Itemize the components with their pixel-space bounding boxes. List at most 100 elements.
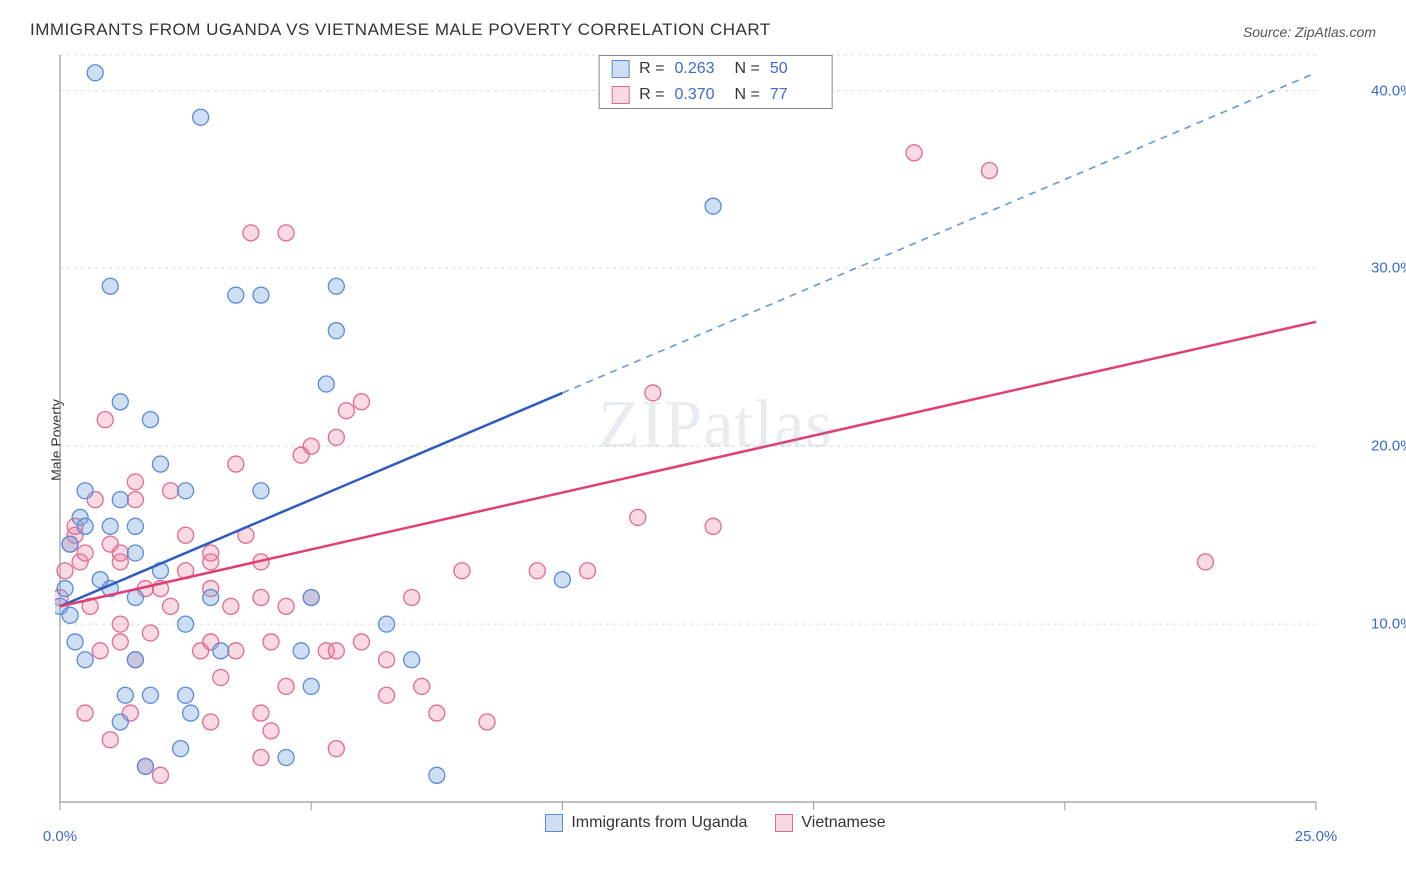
data-point (62, 607, 78, 623)
data-point (414, 678, 430, 694)
legend-series: Immigrants from Uganda Vietnamese (55, 814, 1376, 832)
data-point (580, 563, 596, 579)
data-point (981, 163, 997, 179)
data-point (318, 376, 334, 392)
data-point (429, 705, 445, 721)
data-point (173, 741, 189, 757)
data-point (102, 732, 118, 748)
data-point (253, 750, 269, 766)
x-tick-label: 0.0% (43, 828, 77, 845)
x-tick-label: 25.0% (1295, 828, 1338, 845)
data-point (203, 589, 219, 605)
data-point (353, 394, 369, 410)
legend-R-label: R = (639, 86, 664, 104)
data-point (554, 572, 570, 588)
legend-swatch-icon (611, 86, 629, 104)
data-point (112, 545, 128, 561)
data-point (112, 492, 128, 508)
data-point (203, 545, 219, 561)
data-point (142, 412, 158, 428)
legend-N-value: 77 (770, 86, 820, 104)
chart-svg (55, 50, 1376, 830)
legend-stats: R =0.263N =50R =0.370N =77 (598, 55, 833, 109)
data-point (253, 589, 269, 605)
data-point (62, 536, 78, 552)
data-point (705, 518, 721, 534)
data-point (127, 589, 143, 605)
y-tick-label: 30.0% (1371, 260, 1406, 277)
legend-series-label: Immigrants from Uganda (571, 814, 747, 832)
source-name: ZipAtlas.com (1295, 24, 1376, 40)
data-point (193, 109, 209, 125)
data-point (102, 278, 118, 294)
data-point (278, 598, 294, 614)
data-point (379, 687, 395, 703)
data-point (328, 741, 344, 757)
y-tick-label: 20.0% (1371, 438, 1406, 455)
data-point (328, 643, 344, 659)
data-point (303, 678, 319, 694)
source-attribution: Source: ZipAtlas.com (1243, 24, 1376, 40)
data-point (379, 616, 395, 632)
data-point (163, 598, 179, 614)
data-point (404, 589, 420, 605)
data-point (92, 643, 108, 659)
data-point (328, 323, 344, 339)
data-point (163, 483, 179, 499)
data-point (278, 225, 294, 241)
legend-R-value: 0.370 (675, 86, 725, 104)
data-point (112, 394, 128, 410)
data-point (127, 518, 143, 534)
data-point (77, 483, 93, 499)
data-point (152, 456, 168, 472)
data-point (102, 518, 118, 534)
data-point (77, 545, 93, 561)
legend-stat-row: R = 0.370 N = 77 (599, 82, 832, 108)
chart-area: Male Poverty ZIPatlas R =0.263N =50R =0.… (55, 50, 1376, 830)
data-point (178, 687, 194, 703)
y-tick-label: 40.0% (1371, 82, 1406, 99)
y-tick-label: 10.0% (1371, 616, 1406, 633)
chart-title: IMMIGRANTS FROM UGANDA VS VIETNAMESE MAL… (30, 20, 771, 40)
data-point (178, 616, 194, 632)
data-point (228, 287, 244, 303)
data-point (213, 643, 229, 659)
data-point (243, 225, 259, 241)
data-point (630, 509, 646, 525)
data-point (263, 634, 279, 650)
data-point (117, 687, 133, 703)
data-point (379, 652, 395, 668)
data-point (152, 767, 168, 783)
data-point (142, 687, 158, 703)
legend-N-label: N = (735, 86, 760, 104)
trend-line-dashed (562, 73, 1316, 393)
data-point (77, 705, 93, 721)
data-point (303, 589, 319, 605)
data-point (338, 403, 354, 419)
data-point (127, 474, 143, 490)
data-point (213, 670, 229, 686)
data-point (127, 652, 143, 668)
data-point (203, 714, 219, 730)
trend-line (60, 322, 1316, 607)
legend-swatch-icon (611, 60, 629, 78)
data-point (404, 652, 420, 668)
data-point (57, 581, 73, 597)
data-point (253, 287, 269, 303)
data-point (293, 643, 309, 659)
legend-stat-row: R =0.263N =50 (599, 56, 832, 82)
data-point (77, 518, 93, 534)
data-point (87, 65, 103, 81)
legend-R-label: R = (639, 60, 664, 78)
legend-N-value: 50 (770, 60, 820, 78)
data-point (97, 412, 113, 428)
data-point (454, 563, 470, 579)
data-point (223, 598, 239, 614)
data-point (278, 750, 294, 766)
data-point (479, 714, 495, 730)
data-point (645, 385, 661, 401)
data-point (183, 705, 199, 721)
legend-series-label: Vietnamese (801, 814, 885, 832)
legend-N-label: N = (735, 60, 760, 78)
data-point (278, 678, 294, 694)
